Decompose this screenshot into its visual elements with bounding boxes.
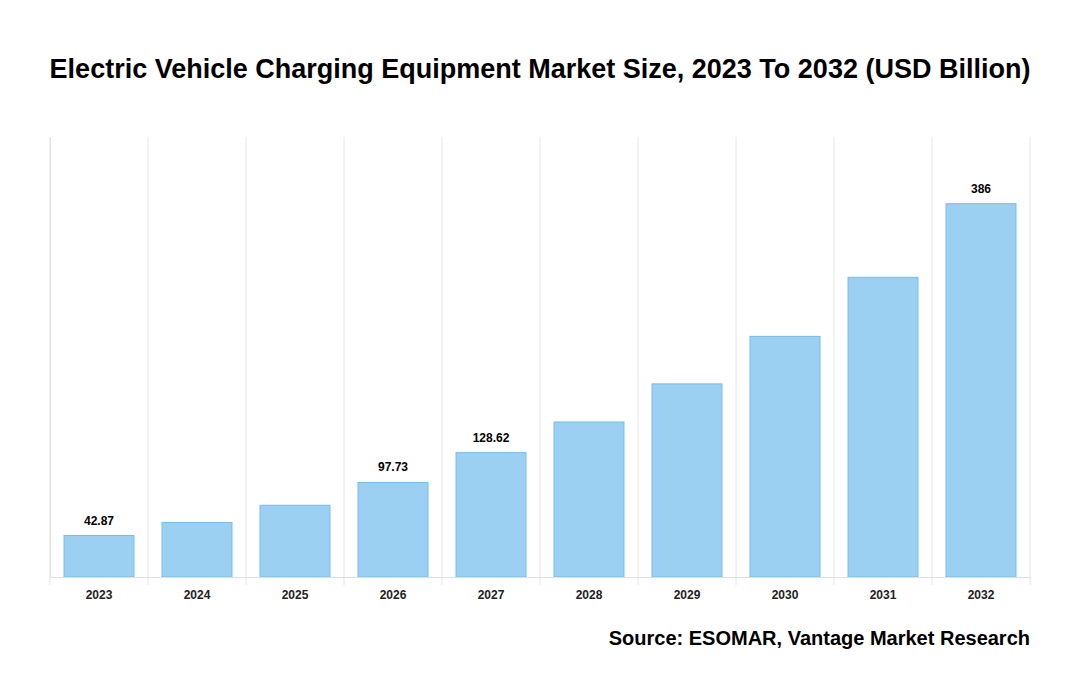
grid-line <box>50 137 51 585</box>
x-tick-label: 2028 <box>576 588 603 602</box>
y-axis <box>50 138 51 578</box>
data-labels: 42.87 97.73 128.62 386 <box>84 182 991 528</box>
x-tick: 2025 <box>282 577 309 602</box>
x-tick-label: 2025 <box>282 588 309 602</box>
x-tick: 2029 <box>674 577 701 602</box>
bar <box>456 453 526 577</box>
x-tick-label: 2029 <box>674 588 701 602</box>
x-axis-line <box>51 577 1031 578</box>
bar <box>554 422 624 577</box>
x-tick-label: 2024 <box>184 588 211 602</box>
x-tick: 2026 <box>380 577 407 602</box>
grid-line <box>148 137 149 585</box>
x-tick: 2027 <box>478 577 505 602</box>
grid-line <box>246 137 247 585</box>
data-label: 386 <box>971 182 991 196</box>
x-tick: 2028 <box>576 577 603 602</box>
grid-line <box>834 137 835 585</box>
grid-line <box>638 137 639 585</box>
x-tick: 2030 <box>772 577 799 602</box>
bars <box>64 204 1016 577</box>
grid-line <box>344 137 345 585</box>
x-tick-label: 2026 <box>380 588 407 602</box>
data-label: 97.73 <box>378 460 408 474</box>
x-tick: 2031 <box>870 577 897 602</box>
bar <box>946 204 1016 577</box>
x-tick: 2023 <box>86 577 113 602</box>
bar <box>162 522 232 577</box>
title: Electric Vehicle Charging Equipment Mark… <box>50 54 1031 84</box>
bar <box>64 536 134 577</box>
x-axis: 2023 2024 2025 2026 2027 2028 2029 2030 2031 2032 <box>51 577 1031 602</box>
grid-line <box>442 137 443 585</box>
x-tick: 2032 <box>968 577 995 602</box>
grid-line <box>932 137 933 585</box>
grid-line <box>540 137 541 585</box>
x-tick-label: 2023 <box>86 588 113 602</box>
bar <box>750 336 820 577</box>
bar <box>652 384 722 577</box>
chart: Electric Vehicle Charging Equipment Mark… <box>0 0 1080 700</box>
x-tick-label: 2032 <box>968 588 995 602</box>
data-label: 42.87 <box>84 514 114 528</box>
grid-line <box>1030 137 1031 585</box>
x-tick: 2024 <box>184 577 211 602</box>
x-tick-label: 2031 <box>870 588 897 602</box>
data-label: 128.62 <box>473 431 510 445</box>
x-tick-label: 2027 <box>478 588 505 602</box>
grid-line <box>736 137 737 585</box>
bar <box>848 277 918 577</box>
x-tick-label: 2030 <box>772 588 799 602</box>
bar <box>260 505 330 577</box>
grid <box>50 137 1030 585</box>
bar <box>358 482 428 577</box>
y-axis-line <box>50 138 51 578</box>
source: Source: ESOMAR, Vantage Market Research <box>609 627 1030 649</box>
